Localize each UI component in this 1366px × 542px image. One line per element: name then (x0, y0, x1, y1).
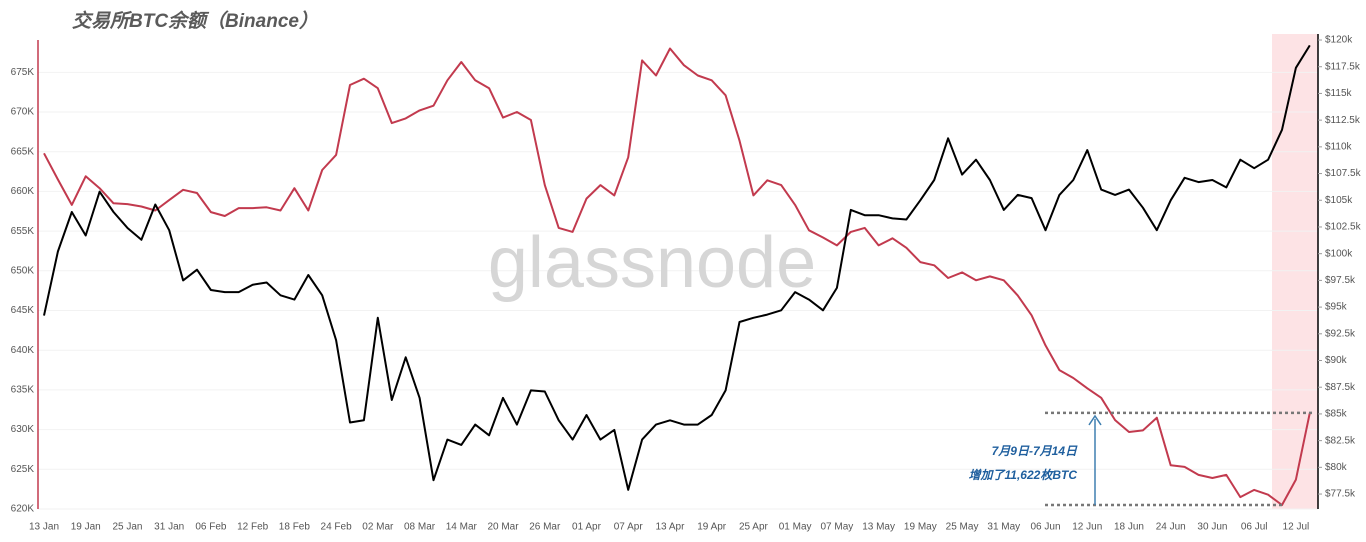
annotation: 7月9日-7月14日 (992, 444, 1078, 458)
x-tick-label: 31 Jan (154, 522, 184, 533)
x-tick-label: 14 Mar (446, 522, 478, 533)
x-tick-label: 13 Apr (655, 522, 685, 533)
y2-tick-label: $102.5k (1325, 222, 1362, 233)
x-tick-label: 07 May (820, 522, 853, 533)
x-tick-label: 18 Feb (279, 522, 311, 533)
y2-tick-label: $82.5k (1325, 435, 1356, 446)
x-tick-label: 07 Apr (614, 522, 644, 533)
x-tick-label: 24 Feb (321, 522, 353, 533)
x-tick-label: 02 Mar (362, 522, 394, 533)
y2-tick-label: $115k (1325, 88, 1353, 99)
x-tick-label: 01 May (779, 522, 812, 533)
y2-tick-label: $77.5k (1325, 489, 1356, 500)
x-tick-label: 31 May (987, 522, 1020, 533)
x-tick-label: 18 Jun (1114, 522, 1144, 533)
y-tick-label: 620K (11, 504, 35, 515)
watermark: glassnode (488, 223, 816, 303)
x-tick-label: 25 Apr (739, 522, 769, 533)
y-tick-label: 665K (11, 146, 35, 157)
y-tick-label: 660K (11, 186, 35, 197)
y-tick-label: 625K (11, 464, 35, 475)
x-tick-label: 19 Apr (697, 522, 727, 533)
arrow-head (1088, 414, 1102, 426)
x-tick-label: 06 Jul (1241, 522, 1268, 533)
y2-tick-label: $90k (1325, 355, 1348, 366)
y2-tick-label: $85k (1325, 409, 1348, 420)
x-tick-label: 13 Jan (29, 522, 59, 533)
x-tick-label: 20 Mar (487, 522, 519, 533)
x-tick-label: 19 May (904, 522, 937, 533)
y-tick-label: 670K (11, 107, 35, 118)
y-tick-label: 655K (11, 226, 35, 237)
x-tick-label: 26 Mar (529, 522, 561, 533)
y2-tick-label: $80k (1325, 462, 1348, 473)
x-tick-label: 08 Mar (404, 522, 436, 533)
x-tick-label: 24 Jun (1156, 522, 1186, 533)
x-tick-label: 06 Jun (1031, 522, 1061, 533)
y2-tick-label: $117.5k (1325, 61, 1361, 72)
x-tick-label: 12 Feb (237, 522, 269, 533)
y2-tick-label: $120k (1325, 35, 1353, 46)
y-tick-label: 650K (11, 265, 35, 276)
y-tick-label: 640K (11, 345, 35, 356)
x-tick-label: 19 Jan (71, 522, 101, 533)
y-tick-label: 630K (11, 424, 35, 435)
y-tick-label: 635K (11, 385, 35, 396)
highlight-band (1272, 34, 1318, 509)
series-line (43, 47, 1311, 506)
chart-title: 交易所BTC余额（Binance） (72, 10, 318, 32)
y2-tick-label: $100k (1325, 248, 1353, 259)
annotation: 增加了11,622枚BTC (969, 468, 1078, 482)
y2-tick-label: $95k (1325, 302, 1348, 313)
series-line (43, 44, 1311, 491)
y-tick-label: 675K (11, 67, 35, 78)
x-tick-label: 25 Jan (112, 522, 142, 533)
x-tick-label: 06 Feb (195, 522, 227, 533)
y2-tick-label: $107.5k (1325, 168, 1362, 179)
x-tick-label: 12 Jul (1283, 522, 1310, 533)
x-tick-label: 12 Jun (1072, 522, 1102, 533)
y2-tick-label: $105k (1325, 195, 1353, 206)
y2-tick-label: $110k (1325, 141, 1353, 152)
y-tick-label: 645K (11, 305, 35, 316)
y2-tick-label: $97.5k (1325, 275, 1356, 286)
y2-tick-label: $112.5k (1325, 115, 1361, 126)
x-tick-label: 01 Apr (572, 522, 602, 533)
x-tick-label: 25 May (946, 522, 979, 533)
y2-tick-label: $92.5k (1325, 328, 1356, 339)
y2-tick-label: $87.5k (1325, 382, 1356, 393)
x-tick-label: 13 May (862, 522, 895, 533)
x-tick-label: 30 Jun (1197, 522, 1227, 533)
